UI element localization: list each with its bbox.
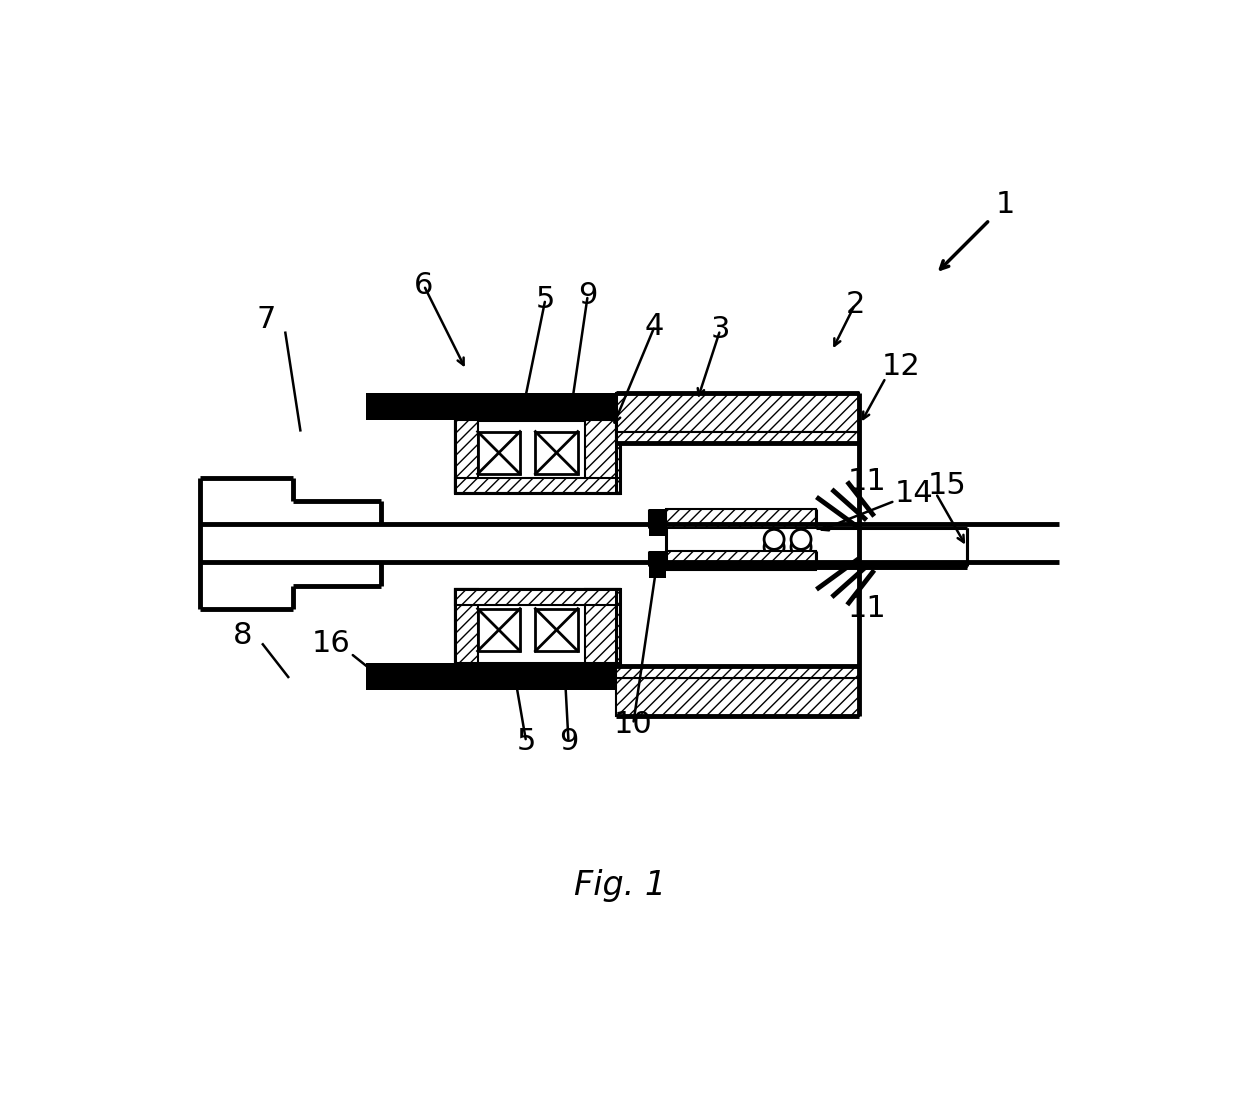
Bar	[536, 608, 578, 651]
Text: 8: 8	[233, 621, 253, 650]
Text: 1: 1	[996, 190, 1014, 219]
Bar	[536, 431, 578, 474]
Text: 16: 16	[312, 629, 351, 657]
Text: 6: 6	[414, 271, 434, 300]
Circle shape	[764, 537, 784, 557]
Text: 4: 4	[645, 312, 665, 340]
Bar	[649, 551, 666, 578]
Text: 7: 7	[257, 305, 275, 335]
Bar	[455, 478, 620, 493]
Bar	[585, 420, 620, 493]
Circle shape	[791, 537, 811, 557]
Text: 3: 3	[711, 315, 730, 345]
Text: 9: 9	[559, 728, 578, 756]
Bar	[477, 431, 520, 474]
Text: 10: 10	[614, 710, 652, 738]
Bar	[666, 551, 816, 570]
Text: 5: 5	[536, 284, 556, 314]
Text: 9: 9	[578, 281, 598, 310]
Bar	[455, 420, 620, 493]
Text: 15: 15	[928, 472, 967, 500]
Bar	[455, 420, 477, 493]
Text: 2: 2	[846, 290, 864, 319]
Bar	[616, 666, 859, 678]
Bar	[477, 608, 520, 651]
Text: 5: 5	[517, 728, 536, 756]
Text: 14: 14	[895, 479, 934, 508]
Bar	[455, 590, 620, 663]
Bar	[616, 393, 859, 431]
Bar	[366, 663, 620, 689]
Text: 11: 11	[847, 594, 887, 624]
Text: 11: 11	[847, 467, 887, 497]
Bar	[666, 509, 816, 527]
Text: 12: 12	[882, 351, 920, 381]
Bar	[649, 509, 666, 536]
Bar	[455, 590, 620, 605]
Bar	[366, 393, 620, 420]
Bar	[585, 590, 620, 663]
Circle shape	[764, 529, 784, 549]
Bar	[455, 590, 477, 663]
Text: Fig. 1: Fig. 1	[574, 870, 666, 903]
Circle shape	[791, 529, 811, 549]
Bar	[616, 431, 859, 443]
Bar	[616, 678, 859, 717]
